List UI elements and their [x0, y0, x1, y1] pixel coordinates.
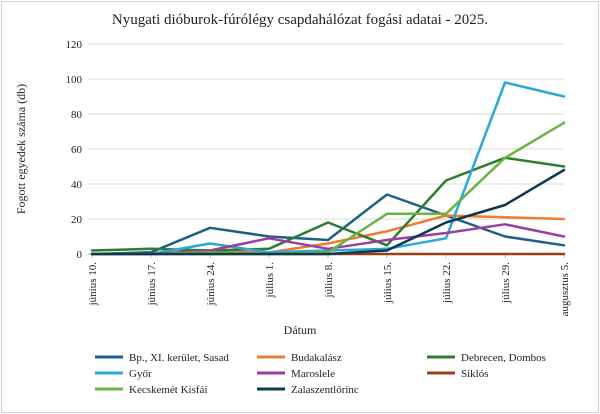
legend-label-4: Maroslele — [291, 368, 335, 380]
legend-item-3: Győr — [95, 368, 152, 380]
y-axis-title: Fogott egyedek száma (db) — [14, 84, 28, 214]
series-line-0 — [90, 193, 566, 256]
series-line-2 — [90, 156, 566, 252]
legend-label-2: Debrecen, Dombos — [461, 352, 546, 364]
y-tick-label-5: 100 — [66, 74, 83, 86]
x-tick-label-5: július 15. — [382, 262, 394, 304]
legend-item-0: Bp., XI. kerület, Sasad — [95, 352, 229, 364]
legend-label-0: Bp., XI. kerület, Sasad — [129, 352, 229, 364]
x-tick-label-8: augusztus 5. — [559, 262, 571, 317]
y-tick-label-4: 80 — [71, 109, 83, 121]
x-tick-label-4: július 8. — [323, 262, 335, 299]
legend-item-1: Budakalász — [257, 352, 342, 364]
legend-label-6: Kecskemét Kisfái — [129, 384, 208, 396]
y-tick-label-2: 40 — [71, 179, 83, 191]
chart-title: Nyugati dióburok-fúrólégy csapdahálózat … — [112, 12, 488, 28]
legend-item-7: Zalaszentlőrinc — [257, 384, 359, 396]
x-tick-label-2: június 24. — [205, 262, 217, 307]
legend-item-4: Maroslele — [257, 368, 335, 380]
legend-item-5: Siklós — [427, 368, 489, 380]
series-line-3 — [90, 81, 566, 256]
x-axis-title: Dátum — [284, 323, 317, 337]
legend-item-6: Kecskemét Kisfái — [95, 384, 208, 396]
legend-label-7: Zalaszentlőrinc — [291, 384, 359, 396]
series-line-6 — [90, 121, 566, 256]
legend: Bp., XI. kerület, Sasad Budakalász Debrece… — [95, 352, 546, 396]
x-tick-labels: június 10. június 17. június 24. július 1. j… — [87, 254, 571, 316]
series-lines — [90, 81, 566, 256]
legend-label-3: Győr — [129, 368, 152, 380]
x-tick-label-0: június 10. — [87, 262, 99, 307]
x-tick-label-7: július 29. — [500, 262, 512, 304]
x-tick-label-6: július 22. — [441, 262, 453, 304]
y-tick-labels: 0 20 40 60 80 100 120 — [66, 39, 83, 261]
y-tick-label-3: 60 — [71, 144, 83, 156]
y-tick-label-1: 20 — [71, 214, 83, 226]
legend-label-1: Budakalász — [291, 352, 342, 364]
y-tick-label-0: 0 — [77, 249, 83, 261]
legend-item-2: Debrecen, Dombos — [427, 352, 546, 364]
gridlines — [88, 43, 564, 255]
legend-label-5: Siklós — [461, 368, 489, 380]
x-tick-label-3: július 1. — [264, 262, 276, 299]
series-line-7 — [90, 168, 566, 256]
x-tick-label-1: június 17. — [146, 262, 158, 307]
y-tick-label-6: 120 — [66, 39, 83, 51]
